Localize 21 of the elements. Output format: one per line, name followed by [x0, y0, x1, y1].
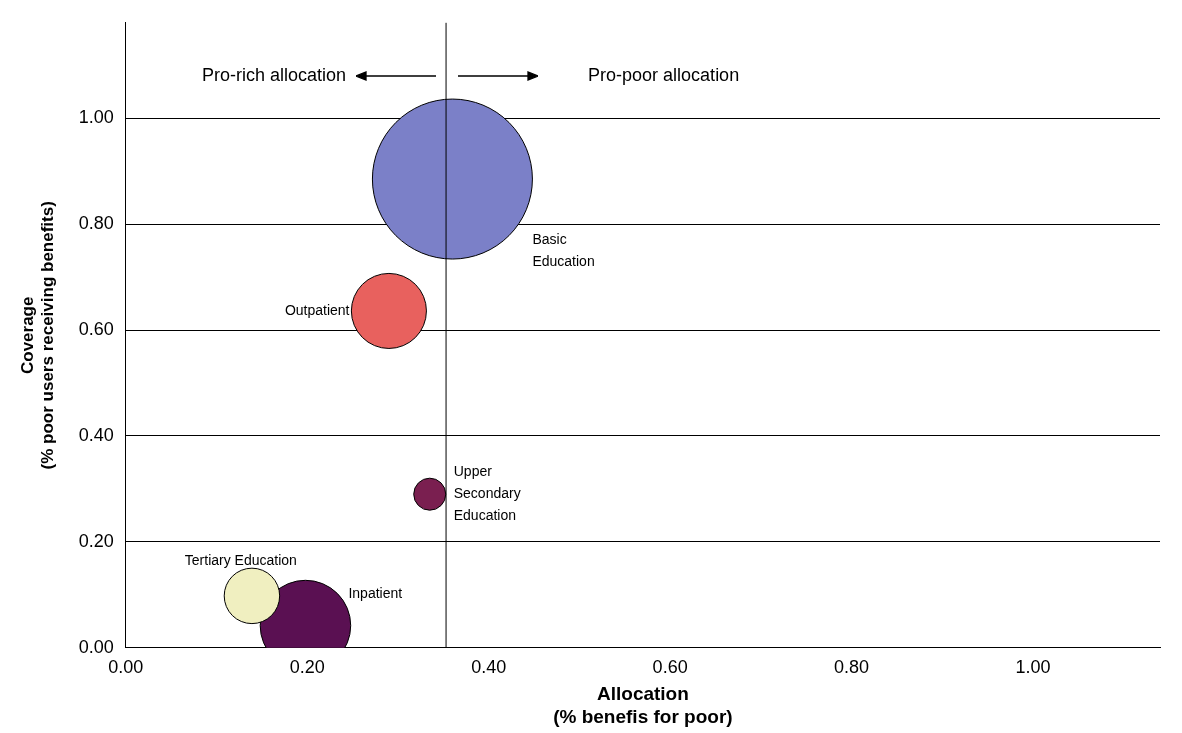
y-tick-label: 0.60 — [78, 318, 114, 339]
x-tick-label: 0.40 — [471, 656, 507, 677]
annotation: Pro-poor allocation — [588, 64, 740, 85]
x-tick-label: 0.00 — [108, 656, 144, 677]
x-tick-label: 1.00 — [1015, 656, 1051, 677]
y-tick-label: 0.40 — [78, 424, 114, 445]
y-tick-label: 0.80 — [78, 213, 114, 234]
annotation: Pro-rich allocation — [202, 64, 347, 85]
x-tick-label: 0.20 — [289, 656, 325, 677]
x-tick-label: 0.60 — [652, 656, 688, 677]
series-label: Upper Secondary Education — [453, 463, 521, 524]
y-tick-label: 0.20 — [78, 530, 114, 551]
series-label: Basic Education — [532, 230, 595, 269]
series-label: Tertiary Education — [184, 552, 297, 569]
series-label: Outpatient — [284, 301, 350, 318]
series-label: Inpatient — [348, 584, 403, 601]
y-tick-label: 1.00 — [78, 107, 114, 128]
x-tick-label: 0.80 — [834, 656, 870, 677]
y-axis-title: Coverage (% poor users receiving benefits) — [17, 201, 58, 470]
x-axis-title: Allocation (% benefis for poor) — [553, 683, 733, 727]
y-tick-label: 0.00 — [78, 636, 114, 657]
